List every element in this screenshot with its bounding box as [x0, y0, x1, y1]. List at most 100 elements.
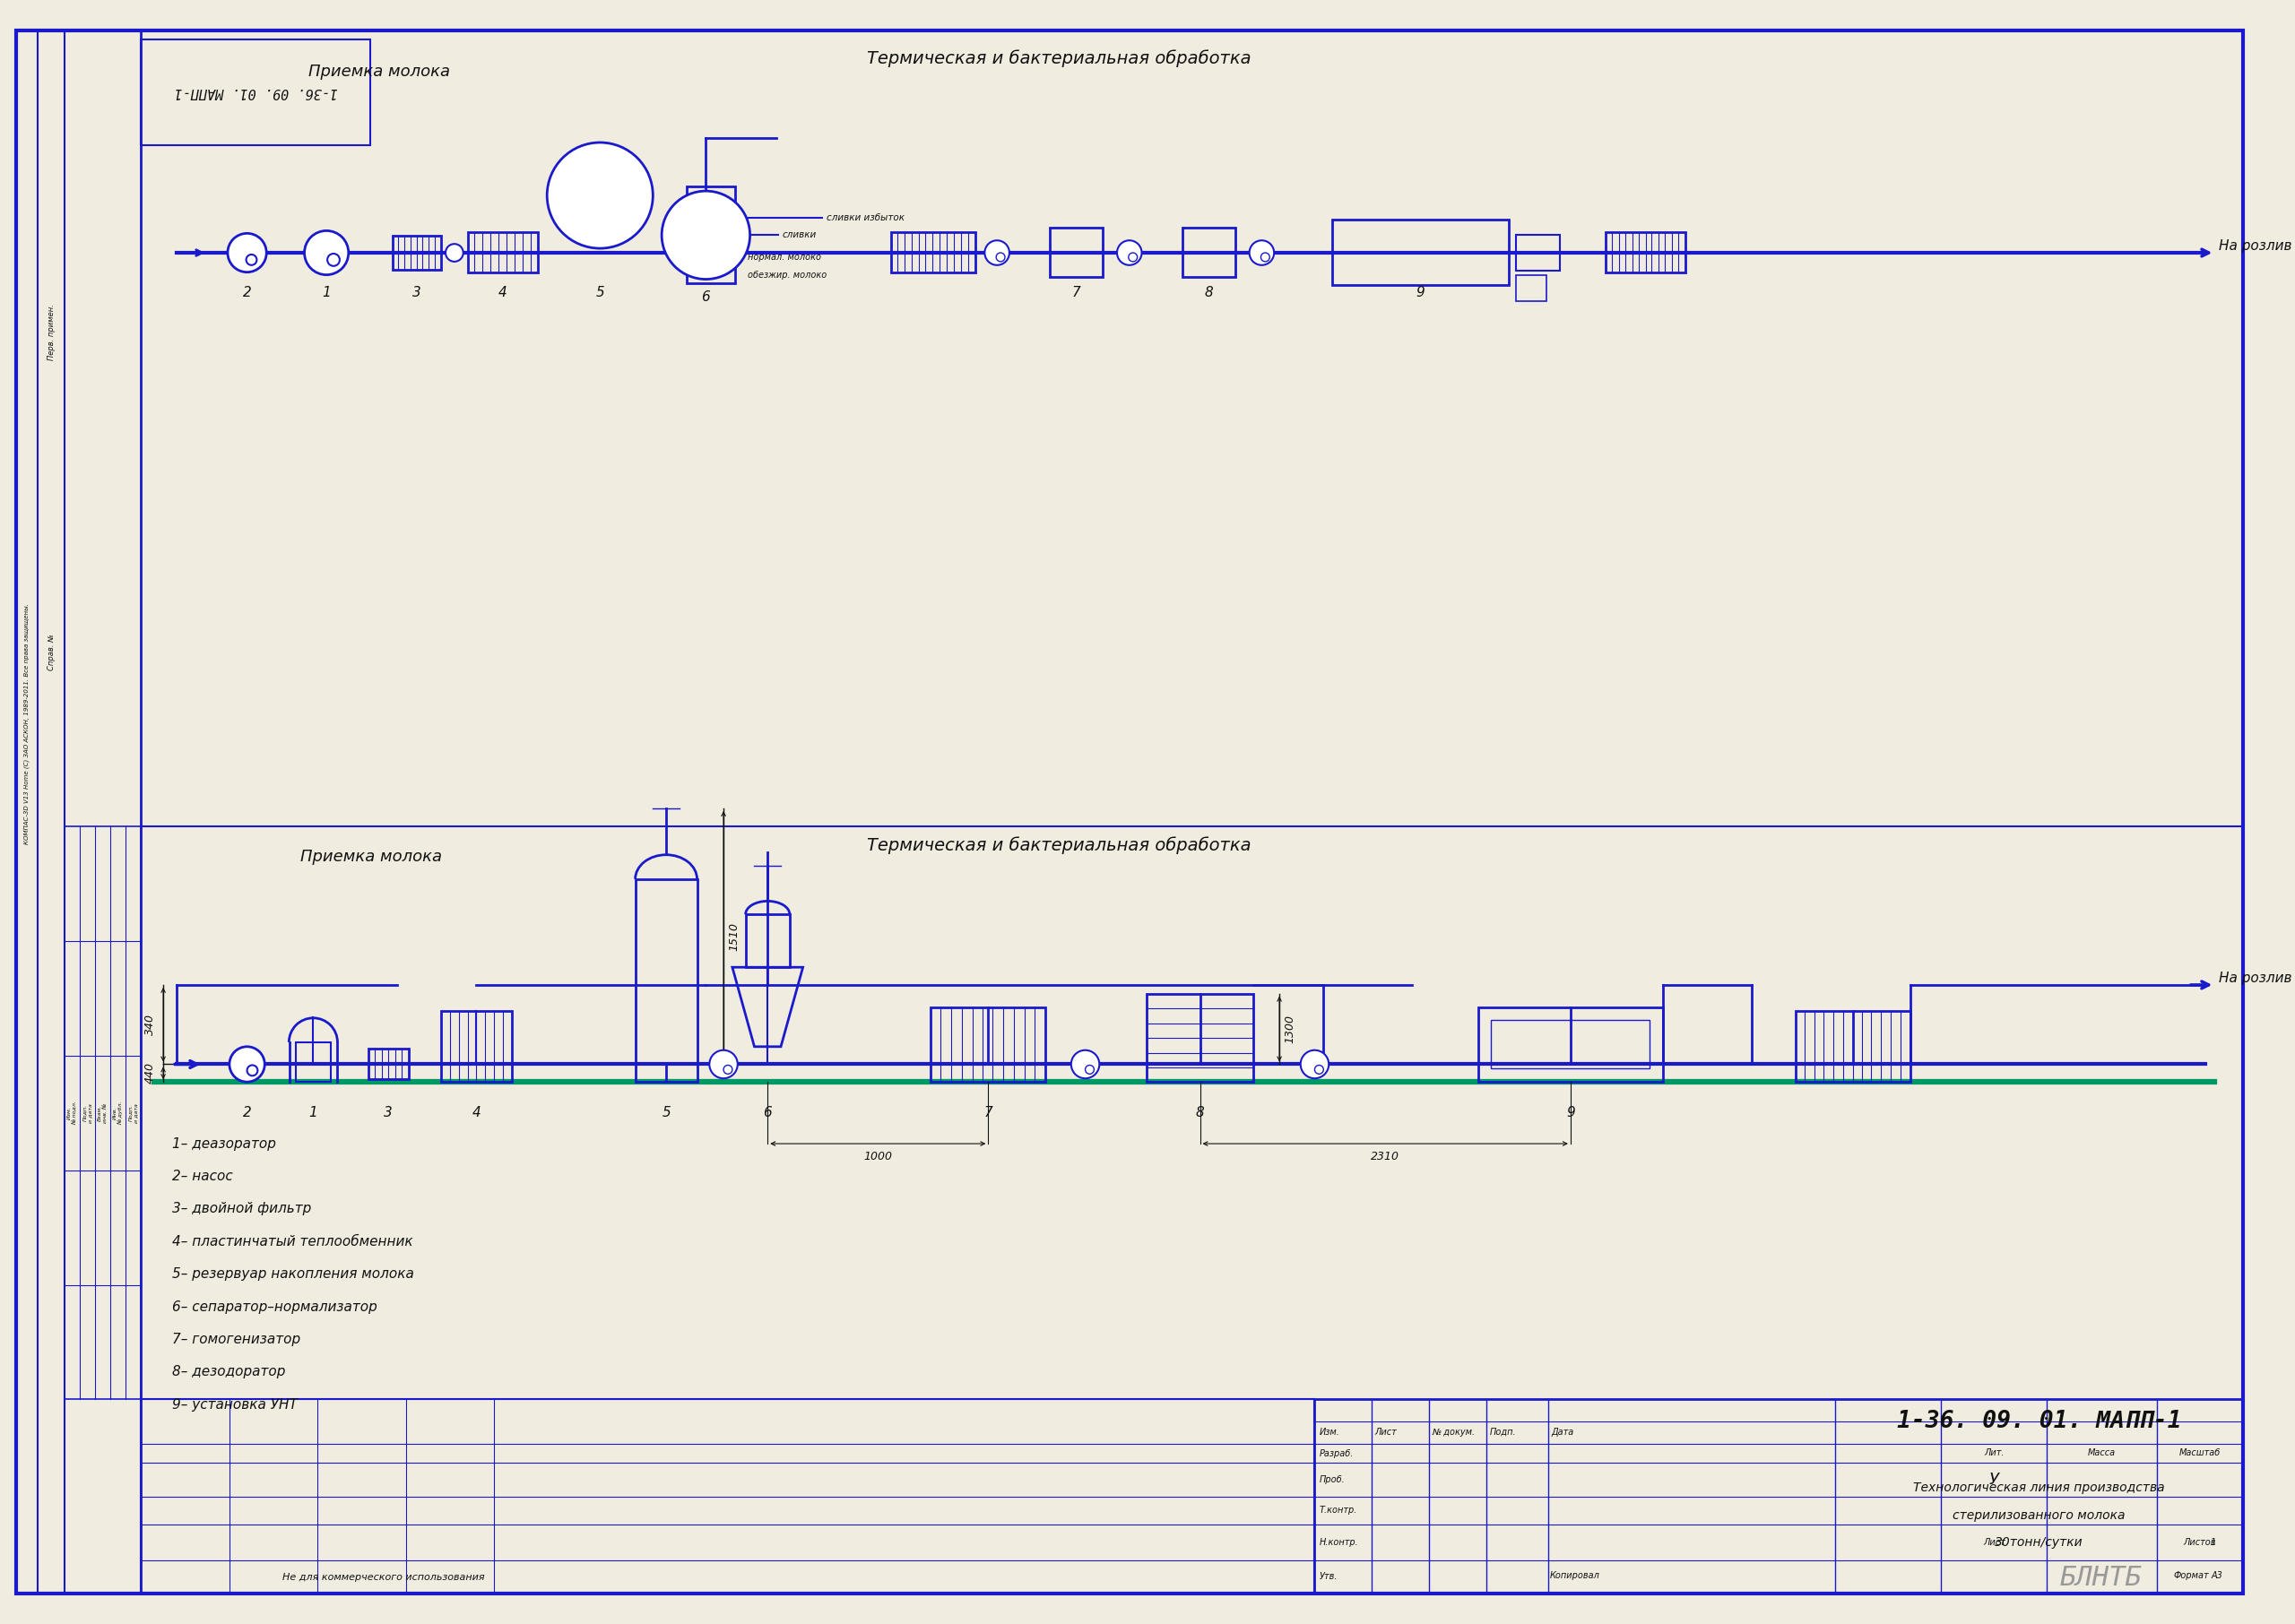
Text: 8: 8	[1196, 1106, 1205, 1119]
Text: Проб.: Проб.	[1320, 1475, 1345, 1484]
Text: Н.контр.: Н.контр.	[1320, 1538, 1359, 1546]
Text: нормал. молоко: нормал. молоко	[748, 253, 822, 261]
Text: 6: 6	[702, 291, 709, 304]
Bar	[64, 827, 142, 1400]
Text: 2310: 2310	[1370, 1151, 1400, 1163]
Circle shape	[1260, 253, 1269, 261]
Text: 6– сепаратор–нормализатор: 6– сепаратор–нормализатор	[172, 1301, 376, 1314]
Text: 1300: 1300	[1285, 1015, 1297, 1043]
Text: На розлив: На розлив	[2219, 971, 2293, 984]
Circle shape	[1301, 1051, 1329, 1078]
Text: 7– гомогенизатор: 7– гомогенизатор	[172, 1333, 301, 1346]
Circle shape	[1086, 1065, 1095, 1073]
Text: Копировал: Копировал	[1549, 1572, 1600, 1580]
Circle shape	[227, 234, 266, 273]
Circle shape	[1118, 240, 1141, 265]
Text: 2: 2	[243, 286, 252, 299]
Text: 4: 4	[473, 1106, 482, 1119]
Text: Перв. примен.: Перв. примен.	[48, 304, 55, 361]
Bar	[1492, 1020, 1650, 1069]
Circle shape	[546, 143, 652, 248]
Text: 30тонн/сутки: 30тонн/сутки	[1994, 1536, 2084, 1549]
Bar	[932, 1007, 1047, 1082]
Text: 9: 9	[1416, 286, 1425, 299]
Circle shape	[248, 1065, 257, 1075]
Text: Утв.: Утв.	[1320, 1572, 1338, 1582]
Text: 3: 3	[413, 286, 420, 299]
Text: Лит.: Лит.	[1983, 1449, 2004, 1457]
Bar	[296, 1043, 330, 1082]
Text: Подп.
и дата: Подп. и дата	[83, 1103, 92, 1122]
Circle shape	[305, 231, 349, 274]
Bar	[1795, 1012, 1909, 1082]
Text: 9– установка УНТ: 9– установка УНТ	[172, 1398, 298, 1411]
Bar	[890, 232, 975, 273]
Text: Дата: Дата	[1551, 1427, 1574, 1437]
Text: сливки: сливки	[783, 231, 817, 240]
Bar	[686, 187, 734, 284]
Text: Изм.
№ подл.: Изм. № подл.	[67, 1101, 78, 1125]
Text: 1000: 1000	[863, 1151, 893, 1163]
Text: 3: 3	[383, 1106, 392, 1119]
Text: Не для коммерческого использования: Не для коммерческого использования	[282, 1574, 484, 1582]
Text: Разраб.: Разраб.	[1320, 1449, 1354, 1458]
Text: 1510: 1510	[728, 922, 739, 950]
Text: Подп.
и дата: Подп. и дата	[129, 1103, 138, 1122]
Text: Т.контр.: Т.контр.	[1320, 1505, 1356, 1515]
Text: 7: 7	[985, 1106, 991, 1119]
Text: 3– двойной фильтр: 3– двойной фильтр	[172, 1202, 312, 1216]
Text: Листов: Листов	[2183, 1538, 2217, 1546]
Circle shape	[985, 240, 1010, 265]
Bar	[636, 879, 698, 1082]
Circle shape	[1129, 253, 1138, 261]
Bar	[746, 914, 789, 968]
Bar	[441, 1012, 512, 1082]
Text: Справ. №: Справ. №	[48, 633, 55, 671]
Text: 7: 7	[1072, 286, 1081, 299]
Text: обезжир. молоко: обезжир. молоко	[748, 270, 826, 279]
Text: стерилизованного молока: стерилизованного молока	[1953, 1510, 2125, 1522]
Text: Термическая и бактериальная обработка: Термическая и бактериальная обработка	[868, 836, 1251, 854]
Text: Лист: Лист	[1375, 1427, 1398, 1437]
Text: Масштаб: Масштаб	[2178, 1449, 2219, 1457]
Text: Изм.: Изм.	[1320, 1427, 1340, 1437]
Text: Инв.
№ дубл.: Инв. № дубл.	[112, 1101, 124, 1125]
Bar	[369, 1049, 409, 1080]
Text: 1: 1	[2210, 1538, 2215, 1546]
Text: 4– пластинчатый теплообменник: 4– пластинчатый теплообменник	[172, 1234, 413, 1249]
Bar	[142, 1400, 1315, 1593]
Text: 2: 2	[243, 1106, 252, 1119]
Text: 2– насос: 2– насос	[172, 1169, 232, 1182]
Bar	[1049, 227, 1104, 276]
Text: сливки избыток: сливки избыток	[826, 213, 904, 222]
Text: 6: 6	[764, 1106, 771, 1119]
Text: Лист: Лист	[1983, 1538, 2006, 1546]
Bar	[392, 235, 441, 270]
Text: 9: 9	[1565, 1106, 1574, 1119]
Text: Приемка молока: Приемка молока	[301, 849, 441, 866]
Bar	[1606, 232, 1685, 273]
Text: 440: 440	[145, 1062, 156, 1083]
Bar	[1515, 274, 1547, 302]
Text: 8: 8	[1205, 286, 1214, 299]
Text: 1: 1	[310, 1106, 317, 1119]
Text: Масса: Масса	[2088, 1449, 2116, 1457]
Text: 8– дезодоратор: 8– дезодоратор	[172, 1366, 285, 1379]
Text: У: У	[1990, 1471, 1999, 1488]
Bar	[1515, 235, 1561, 271]
Text: 4: 4	[498, 286, 507, 299]
Bar	[1182, 227, 1235, 276]
Circle shape	[328, 253, 340, 266]
Circle shape	[445, 244, 464, 261]
Text: 1: 1	[321, 286, 330, 299]
Text: 1– деазоратор: 1– деазоратор	[172, 1137, 275, 1150]
Bar	[1478, 1007, 1664, 1082]
Circle shape	[246, 255, 257, 265]
Text: Технологическая линия производства: Технологическая линия производства	[1914, 1481, 2164, 1494]
Bar	[142, 39, 369, 145]
Text: 5– резервуар накопления молока: 5– резервуар накопления молока	[172, 1267, 413, 1281]
Circle shape	[1315, 1065, 1324, 1073]
Text: 1-36. 09. 01. МАПП-1: 1-36. 09. 01. МАПП-1	[1896, 1410, 2180, 1432]
Text: 1-36. 09. 01. МАПП-1: 1-36. 09. 01. МАПП-1	[174, 86, 337, 99]
Circle shape	[230, 1046, 264, 1082]
